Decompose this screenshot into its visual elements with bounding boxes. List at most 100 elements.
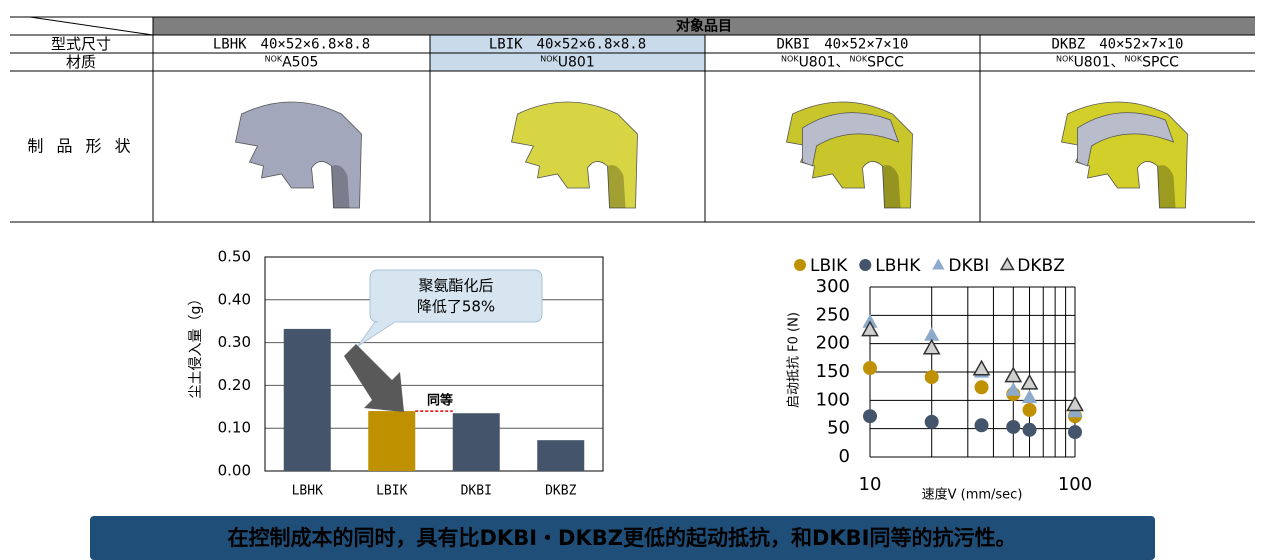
material-sup: NOK <box>850 54 868 63</box>
material-sup: NOK <box>1056 54 1074 63</box>
row-label: 材质 <box>66 53 96 71</box>
y-tick-label: 0.00 <box>218 462 251 480</box>
size-cell: DKBZ 40×52×7×10 <box>1051 37 1183 53</box>
material-sup: NOK <box>1125 54 1143 63</box>
material-cell: NOKA505 <box>265 54 319 71</box>
legend-label: LBIK <box>810 256 848 276</box>
product-image <box>235 101 362 209</box>
point <box>1005 382 1021 396</box>
point <box>972 359 991 376</box>
bar <box>452 413 500 471</box>
material-cell: NOKU801 <box>540 54 595 71</box>
y-tick-label: 0.20 <box>218 376 251 394</box>
material-cell: NOKU801、NOKSPCC <box>781 54 904 71</box>
material-name: U801、 <box>1074 55 1125 71</box>
point <box>922 338 941 355</box>
point <box>1068 425 1082 440</box>
x-tick-label: 10 <box>859 474 882 495</box>
product-body <box>235 101 362 209</box>
y-tick-label: 250 <box>816 304 850 325</box>
banner-bg <box>90 516 1155 560</box>
material-cell: NOKU801、NOKSPCC <box>1056 54 1179 71</box>
x-axis-label: 速度V (mm/sec) <box>922 487 1023 503</box>
point <box>974 380 989 395</box>
legend-label: DKBI <box>948 256 989 276</box>
material-sup: NOK <box>540 54 558 63</box>
size-cell: DKBI 40×52×7×10 <box>776 37 908 53</box>
material-name: A505 <box>282 55 318 71</box>
product-shade <box>331 165 350 208</box>
legend-marker <box>932 258 945 270</box>
point <box>1020 373 1039 390</box>
legend-marker <box>859 259 872 271</box>
legend-label: LBHK <box>875 256 921 276</box>
material-name: SPCC <box>1142 55 1179 71</box>
size-cell: LBHK 40×52×6.8×8.8 <box>213 37 370 53</box>
point <box>924 414 939 429</box>
trend-arrow <box>344 344 404 412</box>
material-name: U801、 <box>799 55 850 71</box>
material-sup: NOK <box>265 54 283 63</box>
product-shade <box>882 165 901 208</box>
header-bg <box>153 17 1255 35</box>
material-name: U801 <box>558 55 595 71</box>
point <box>924 370 939 385</box>
bar <box>283 328 331 471</box>
legend-label: DKBZ <box>1017 256 1065 276</box>
point <box>863 409 877 424</box>
plot-frame <box>264 256 604 472</box>
y-tick-label: 200 <box>816 333 850 354</box>
point <box>1006 419 1021 434</box>
y-axis-label: 尘土侵入量（g） <box>187 292 204 399</box>
product-metal <box>802 112 900 167</box>
row-label: 型式尺寸 <box>51 35 111 53</box>
bar <box>368 411 416 471</box>
x-tick-label: DKBZ <box>545 484 576 499</box>
x-tick-label: 100 <box>1058 474 1092 495</box>
point <box>1022 402 1037 417</box>
product-shade <box>1157 165 1176 208</box>
product-image <box>511 101 638 209</box>
callout-text: 聚氨酯化后 <box>418 277 493 295</box>
y-tick-label: 0 <box>839 446 850 467</box>
point <box>861 320 879 337</box>
point <box>924 327 940 341</box>
product-metal <box>1077 112 1175 167</box>
point <box>1066 395 1084 412</box>
callout-bubble <box>357 269 543 347</box>
product-image <box>1061 101 1188 209</box>
x-tick-label: LBIK <box>376 484 407 499</box>
product-image <box>786 101 913 209</box>
point <box>863 361 877 376</box>
y-tick-label: 100 <box>816 389 850 410</box>
product-shade <box>607 165 626 208</box>
legend-marker <box>794 259 806 271</box>
y-tick-label: 50 <box>827 418 850 439</box>
y-tick-label: 0.50 <box>218 248 251 266</box>
point <box>1022 422 1037 437</box>
product-body <box>511 101 638 209</box>
y-tick-label: 0.10 <box>218 419 251 437</box>
callout-text: 降低了58% <box>417 298 495 316</box>
corner-diagonal <box>29 16 154 36</box>
table-header: 对象品目 <box>676 18 732 35</box>
material-name: SPCC <box>867 55 904 71</box>
material-sup: NOK <box>781 54 799 63</box>
y-axis-label: 启动抵抗 F0 (N) <box>787 312 802 408</box>
point <box>974 418 989 433</box>
point <box>1021 389 1038 404</box>
point <box>1004 366 1023 383</box>
row-label: 制 品 形 状 <box>27 137 134 156</box>
size-cell: LBIK 40×52×6.8×8.8 <box>489 37 646 53</box>
x-tick-label: LBHK <box>292 484 323 499</box>
y-tick-label: 300 <box>816 276 850 297</box>
bar <box>537 440 585 471</box>
banner-text: 在控制成本的同时，具有比DKBI・DKBZ更低的起动抵抗，和DKBI同等的抗污性… <box>228 526 1017 550</box>
y-tick-label: 0.40 <box>218 290 251 308</box>
legend-marker <box>999 256 1015 271</box>
x-tick-label: DKBI <box>461 484 492 499</box>
y-tick-label: 0.30 <box>218 333 251 351</box>
y-tick-label: 150 <box>816 361 850 382</box>
equal-label: 同等 <box>427 393 453 409</box>
